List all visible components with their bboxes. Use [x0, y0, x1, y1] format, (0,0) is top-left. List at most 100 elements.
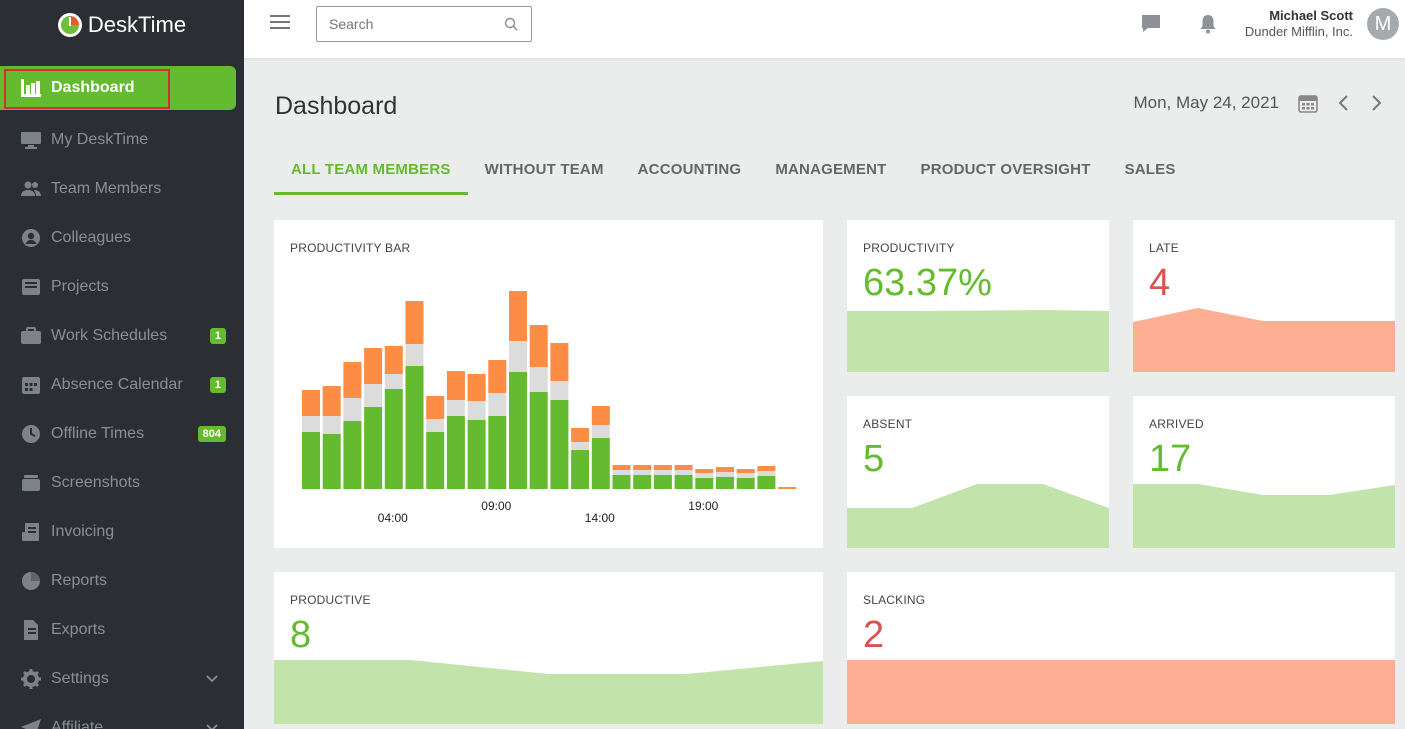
chart-bar-segment[interactable] — [550, 400, 569, 489]
chart-bar-segment[interactable] — [384, 389, 403, 489]
chart-bar-segment[interactable] — [550, 343, 569, 381]
chart-bar-segment[interactable] — [364, 407, 383, 489]
chart-bar-segment[interactable] — [529, 367, 548, 392]
chart-bar-segment[interactable] — [695, 469, 714, 473]
arrived-card[interactable]: ARRIVED 17 — [1133, 396, 1395, 548]
productive-card[interactable]: PRODUCTIVE 8 — [274, 572, 823, 724]
chart-bar-segment[interactable] — [343, 362, 362, 398]
sidebar-item-absence-calendar[interactable]: Absence Calendar 1 — [0, 360, 244, 409]
chart-bar-segment[interactable] — [716, 467, 734, 472]
sidebar-item-team-members[interactable]: Team Members — [0, 164, 244, 213]
chart-bar-segment[interactable] — [364, 384, 383, 407]
chart-bar-segment[interactable] — [426, 396, 445, 419]
chart-bar-segment[interactable] — [302, 390, 320, 416]
sidebar-item-my-desktime[interactable]: My DeskTime — [0, 115, 244, 164]
calendar-icon[interactable] — [1297, 92, 1319, 114]
chart-bar-segment[interactable] — [302, 416, 320, 432]
chart-bar-segment[interactable] — [633, 465, 652, 470]
sidebar-item-screenshots[interactable]: Screenshots — [0, 458, 244, 507]
chevron-down-icon[interactable] — [206, 721, 218, 729]
tab-all-team-members[interactable]: ALL TEAM MEMBERS — [274, 150, 468, 195]
sidebar-item-invoicing[interactable]: Invoicing — [0, 507, 244, 556]
chart-bar-segment[interactable] — [467, 374, 486, 401]
chart-bar-segment[interactable] — [405, 301, 424, 344]
brand-logo[interactable]: DeskTime — [0, 0, 244, 50]
prev-day-icon[interactable] — [1337, 93, 1351, 113]
chart-bar-segment[interactable] — [405, 344, 424, 366]
search-icon[interactable] — [503, 16, 519, 32]
chart-bar-segment[interactable] — [529, 392, 548, 489]
chart-bar-segment[interactable] — [343, 421, 362, 489]
chart-bar-segment[interactable] — [571, 442, 590, 450]
chart-bar-segment[interactable] — [695, 473, 714, 478]
chart-bar-segment[interactable] — [633, 470, 652, 475]
chart-bar-segment[interactable] — [384, 346, 403, 374]
sidebar-item-affiliate[interactable]: Affiliate — [0, 703, 244, 729]
chart-bar-segment[interactable] — [364, 348, 383, 384]
chart-bar-segment[interactable] — [716, 477, 734, 489]
bell-icon[interactable] — [1196, 12, 1220, 36]
chart-bar-segment[interactable] — [591, 406, 610, 425]
chart-bar-segment[interactable] — [571, 450, 590, 489]
chart-bar-segment[interactable] — [488, 393, 507, 416]
chart-bar-segment[interactable] — [757, 466, 776, 471]
productivity-card[interactable]: PRODUCTIVITY 63.37% — [847, 220, 1109, 372]
sidebar-item-settings[interactable]: Settings — [0, 654, 244, 703]
sidebar-item-projects[interactable]: Projects — [0, 262, 244, 311]
chart-bar-segment[interactable] — [488, 360, 507, 393]
chart-bar-segment[interactable] — [633, 475, 652, 489]
chart-bar-segment[interactable] — [343, 398, 362, 421]
chart-bar-segment[interactable] — [571, 428, 590, 442]
chart-bar-segment[interactable] — [446, 371, 465, 400]
menu-toggle-icon[interactable] — [270, 15, 290, 29]
chart-bar-segment[interactable] — [302, 432, 320, 489]
chart-bar-segment[interactable] — [509, 291, 527, 341]
next-day-icon[interactable] — [1369, 93, 1383, 113]
sidebar-item-colleagues[interactable]: Colleagues — [0, 213, 244, 262]
sidebar-item-work-schedules[interactable]: Work Schedules 1 — [0, 311, 244, 360]
chart-bar-segment[interactable] — [612, 470, 631, 475]
chart-bar-segment[interactable] — [674, 475, 693, 489]
chart-bar-segment[interactable] — [674, 470, 693, 475]
chart-bar-segment[interactable] — [446, 400, 465, 416]
chart-bar-segment[interactable] — [446, 416, 465, 489]
chat-icon[interactable] — [1139, 12, 1163, 36]
search-input[interactable] — [317, 7, 497, 41]
chart-bar-segment[interactable] — [405, 366, 424, 489]
tab-accounting[interactable]: ACCOUNTING — [637, 161, 742, 178]
chart-bar-segment[interactable] — [384, 374, 403, 389]
chart-bar-segment[interactable] — [653, 475, 672, 489]
chart-bar-segment[interactable] — [612, 475, 631, 489]
absent-card[interactable]: ABSENT 5 — [847, 396, 1109, 548]
chart-bar-segment[interactable] — [322, 416, 341, 434]
chart-bar-segment[interactable] — [612, 465, 631, 470]
chart-bar-segment[interactable] — [653, 465, 672, 470]
chart-bar-segment[interactable] — [467, 420, 486, 489]
slacking-card[interactable]: SLACKING 2 — [847, 572, 1395, 724]
chart-bar-segment[interactable] — [653, 470, 672, 475]
chart-bar-segment[interactable] — [695, 478, 714, 489]
sidebar-item-exports[interactable]: Exports — [0, 605, 244, 654]
chart-bar-segment[interactable] — [736, 469, 755, 473]
tab-sales[interactable]: SALES — [1124, 161, 1176, 178]
chart-bar-segment[interactable] — [426, 419, 445, 432]
chart-bar-segment[interactable] — [591, 438, 610, 489]
chart-bar-segment[interactable] — [778, 487, 797, 489]
chart-bar-segment[interactable] — [757, 476, 776, 489]
sidebar-item-offline-times[interactable]: Offline Times 804 — [0, 409, 244, 458]
chevron-down-icon[interactable] — [206, 672, 218, 686]
chart-bar-segment[interactable] — [467, 401, 486, 420]
chart-bar-segment[interactable] — [322, 434, 341, 489]
chart-bar-segment[interactable] — [736, 473, 755, 478]
avatar[interactable]: M — [1367, 8, 1399, 40]
chart-bar-segment[interactable] — [674, 465, 693, 470]
tab-management[interactable]: MANAGEMENT — [775, 161, 887, 178]
late-card[interactable]: LATE 4 — [1133, 220, 1395, 372]
chart-bar-segment[interactable] — [426, 432, 445, 489]
sidebar-item-dashboard[interactable]: Dashboard — [0, 66, 236, 110]
chart-bar-segment[interactable] — [509, 372, 527, 489]
chart-bar-segment[interactable] — [550, 381, 569, 400]
tab-product-oversight[interactable]: PRODUCT OVERSIGHT — [920, 161, 1091, 178]
chart-bar-segment[interactable] — [529, 325, 548, 367]
chart-bar-segment[interactable] — [591, 425, 610, 438]
